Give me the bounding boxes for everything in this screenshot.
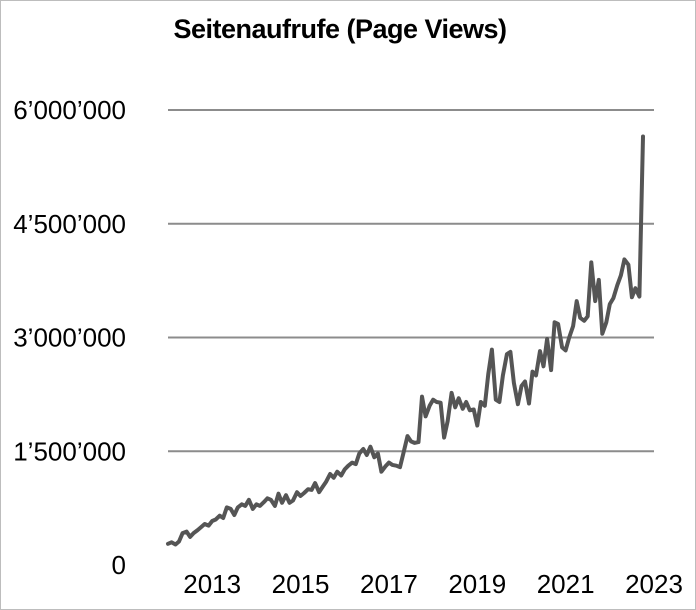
y-axis-tick-labels: 0 1’500’000 3’000’000 4’500’000 6’000’000 <box>13 95 126 580</box>
gridlines <box>168 109 654 453</box>
x-tick-label: 2021 <box>537 569 595 599</box>
series-line-0 <box>166 134 645 547</box>
x-tick-label: 2023 <box>625 569 683 599</box>
x-axis-tick-labels: 2013 2015 2017 2019 2021 2023 <box>183 569 683 599</box>
x-tick-label: 2019 <box>448 569 506 599</box>
x-tick-label: 2015 <box>272 569 330 599</box>
x-tick-label: 2013 <box>183 569 241 599</box>
y-tick-label: 6’000’000 <box>13 95 126 125</box>
y-tick-label: 4’500’000 <box>13 209 126 239</box>
y-tick-label: 3’000’000 <box>13 323 126 353</box>
x-tick-label: 2017 <box>360 569 418 599</box>
chart-title: Seitenaufrufe (Page Views) <box>173 14 507 44</box>
y-tick-label: 1’500’000 <box>13 436 126 466</box>
y-tick-label: 0 <box>112 550 126 580</box>
series-group <box>166 134 645 547</box>
